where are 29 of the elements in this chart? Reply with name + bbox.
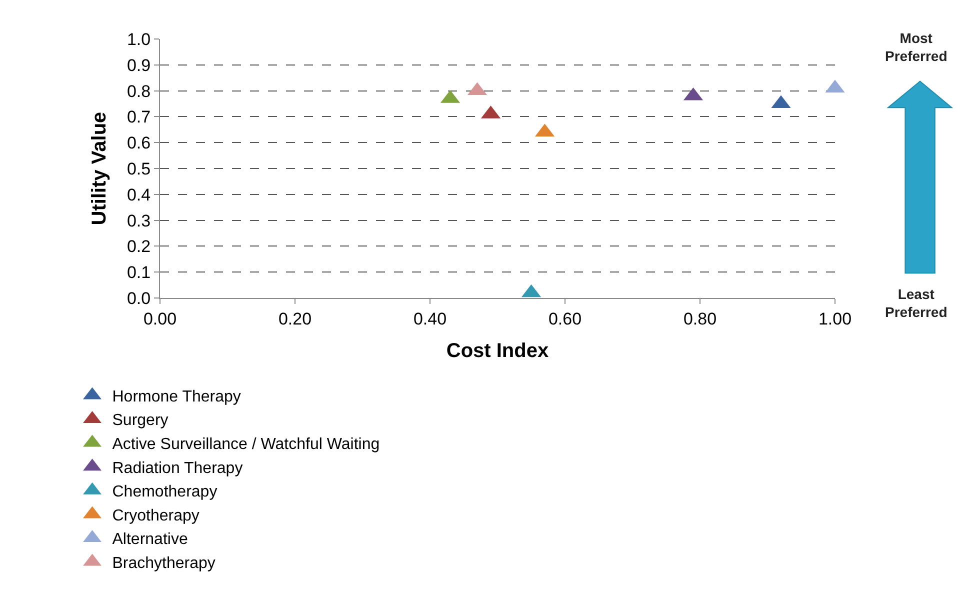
x-tick-label: 1.00 bbox=[818, 309, 852, 328]
y-tick-label: 0.5 bbox=[126, 159, 151, 178]
legend-label: Active Surveillance / Watchful Waiting bbox=[112, 436, 380, 454]
y-tick-label: 0.2 bbox=[126, 237, 151, 256]
x-tick-label: 0.40 bbox=[413, 309, 447, 328]
legend-label: Cryotherapy bbox=[112, 507, 200, 524]
y-axis-title: Utility Value bbox=[88, 112, 110, 226]
legend-label: Hormone Therapy bbox=[112, 388, 241, 406]
text: Least Preferred bbox=[885, 286, 948, 320]
y-tick-label: 1.0 bbox=[126, 30, 151, 49]
legend-label: Surgery bbox=[112, 412, 168, 430]
x-tick-label: 0.20 bbox=[278, 309, 312, 328]
y-tick-label: 0.7 bbox=[126, 108, 151, 127]
legend-label: Chemotherapy bbox=[112, 484, 218, 501]
x-tick-label: 0.80 bbox=[683, 309, 717, 328]
y-tick-label: 0.4 bbox=[126, 185, 151, 204]
x-axis-title: Cost Index bbox=[446, 340, 549, 362]
y-tick-label: 0.8 bbox=[126, 82, 151, 101]
text: Most Preferred bbox=[885, 30, 948, 64]
y-tick-label: 0.9 bbox=[126, 56, 151, 75]
y-tick-label: 0.6 bbox=[126, 134, 151, 153]
legend-label: Radiation Therapy bbox=[112, 460, 243, 477]
legend-label: Brachytherapy bbox=[112, 555, 216, 572]
y-tick-label: 0.1 bbox=[126, 263, 151, 282]
y-tick-label: 0.0 bbox=[126, 288, 151, 308]
y-tick-label: 0.3 bbox=[126, 211, 151, 230]
legend-label: Alternative bbox=[112, 531, 188, 548]
x-tick-label: 0.00 bbox=[143, 309, 177, 328]
x-tick-label: 0.60 bbox=[548, 309, 582, 328]
